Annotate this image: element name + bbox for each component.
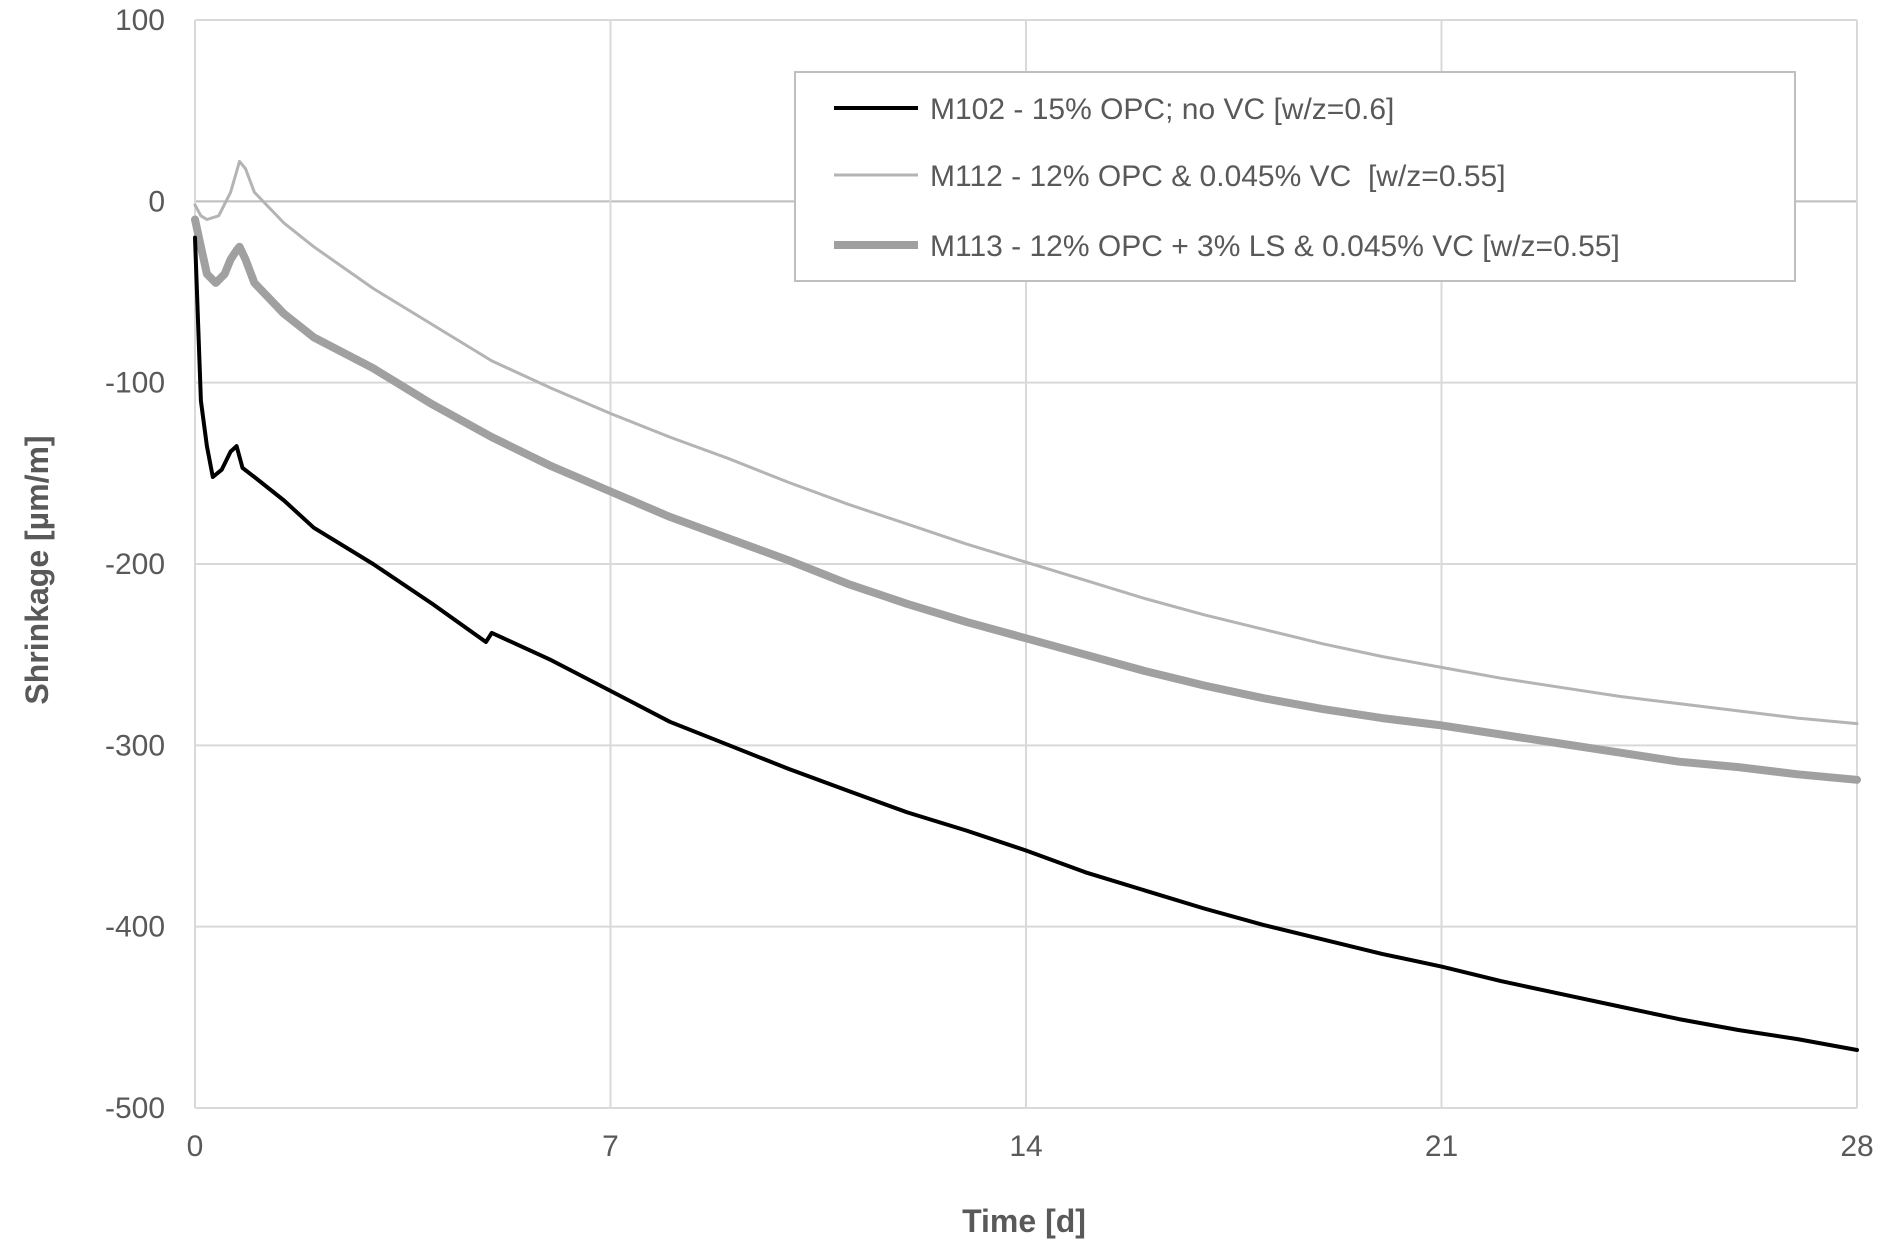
y-tick-label: -400 <box>105 911 165 944</box>
y-tick-label: -200 <box>105 548 165 581</box>
y-tick-label: -300 <box>105 729 165 762</box>
x-tick-label: 28 <box>1840 1130 1873 1163</box>
tick-labels: 100 0 -100 -200 -300 -400 -500 0 7 14 21 28 <box>105 4 1874 1163</box>
legend-label-m102: M102 - 15% OPC; no VC [w/z=0.6] <box>930 93 1394 126</box>
x-tick-label: 14 <box>1009 1130 1042 1163</box>
legend: M102 - 15% OPC; no VC [w/z=0.6] M112 - 1… <box>794 71 1796 282</box>
x-tick-label: 0 <box>187 1130 204 1163</box>
x-tick-label: 7 <box>602 1130 619 1163</box>
legend-box <box>794 71 1796 282</box>
y-axis-title: Shrinkage [µm/m] <box>19 435 55 704</box>
y-tick-label: -500 <box>105 1092 165 1125</box>
legend-label-m112: M112 - 12% OPC & 0.045% VC [w/z=0.55] <box>930 160 1506 193</box>
series-lines <box>191 159 1861 1052</box>
y-tick-label: 100 <box>115 4 165 37</box>
series-line-m112 <box>193 159 1859 726</box>
y-tick-label: -100 <box>105 367 165 400</box>
y-tick-label: 0 <box>148 185 165 218</box>
legend-label-m113: M113 - 12% OPC + 3% LS & 0.045% VC [w/z=… <box>930 230 1620 263</box>
series-line-m113 <box>191 215 1861 784</box>
series-line-m102 <box>193 235 1859 1052</box>
x-axis-title: Time [d] <box>962 1203 1086 1239</box>
x-tick-label: 21 <box>1425 1130 1458 1163</box>
